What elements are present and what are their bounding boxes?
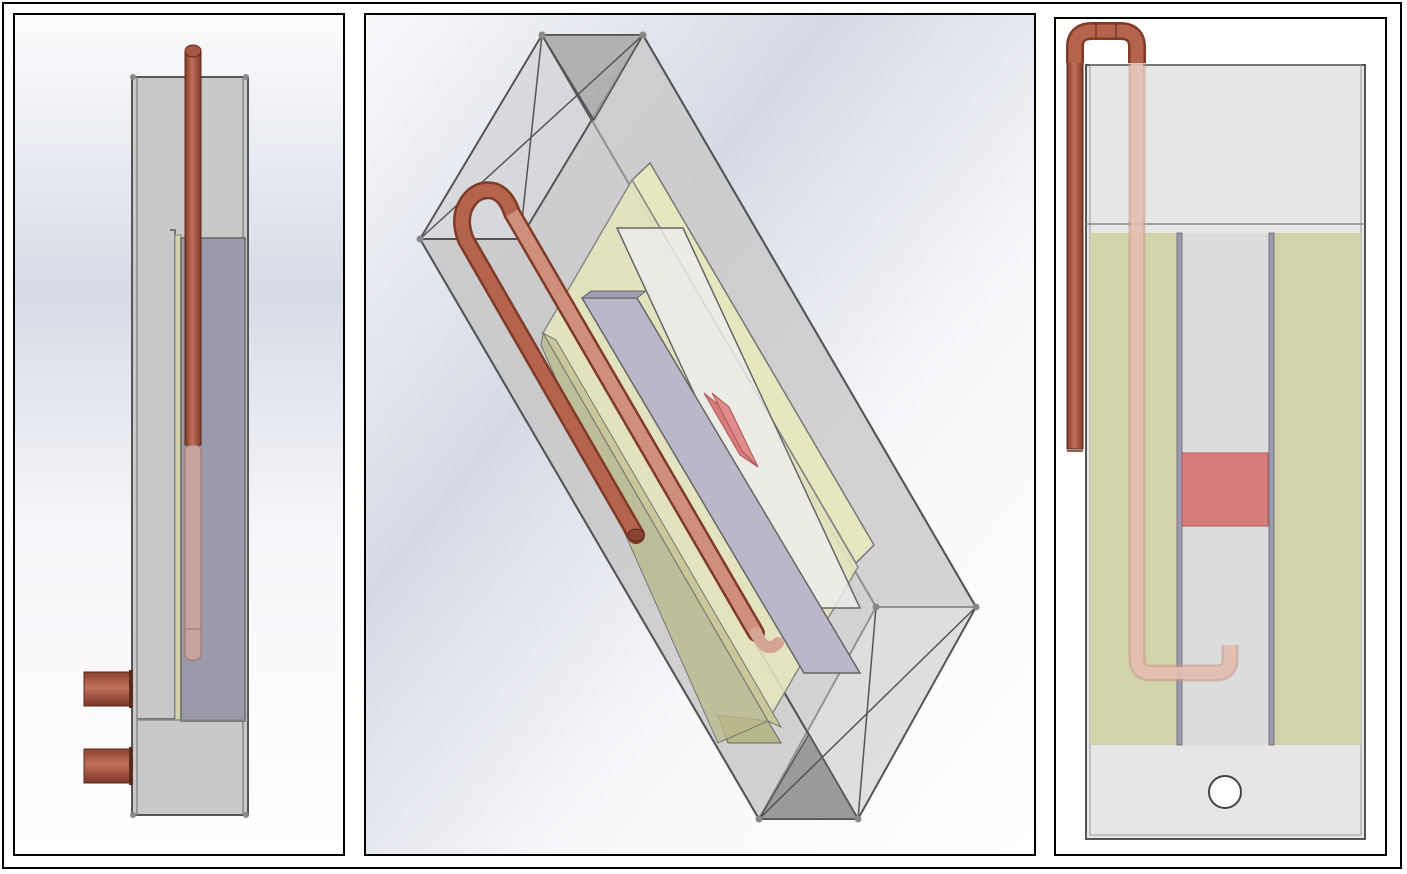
- iso-corner-dot: [854, 815, 862, 823]
- iso-copper-pipe-return: [750, 627, 784, 654]
- side-view-panel: [13, 13, 345, 856]
- iso-corner-dot: [872, 603, 880, 611]
- iso-tank-end-cap-bottom: [757, 732, 860, 820]
- side-copper-pipe-cap: [184, 44, 202, 58]
- front-view-drawing: [1056, 19, 1385, 854]
- side-copper-pipe: [184, 50, 202, 446]
- side-copper-pipe-faded: [184, 444, 202, 661]
- iso-copper-pipe-faded: [506, 209, 762, 637]
- isometric-view-drawing: [366, 15, 1034, 854]
- front-copper-pipe-outer: [1066, 48, 1084, 450]
- iso-red-block-face: [711, 392, 759, 468]
- side-corner-dot: [243, 812, 249, 818]
- iso-corner-dot: [639, 31, 647, 39]
- iso-corner-dot: [416, 235, 424, 243]
- side-view-drawing: [15, 15, 343, 854]
- front-separator-right: [1268, 232, 1275, 746]
- side-outlet-port-upper: [83, 671, 133, 707]
- iso-corner-dot: [538, 31, 546, 39]
- side-corner-dot: [130, 74, 136, 80]
- iso-tank-end-cap-top: [540, 34, 645, 122]
- front-copper-u-bend: [1068, 24, 1144, 63]
- side-outlet-flange-lower: [129, 747, 133, 785]
- front-copper-pipe-inner: [1131, 63, 1236, 679]
- iso-blue-plate-top-edge: [580, 290, 648, 299]
- iso-green-plate: [540, 331, 769, 744]
- side-outlet-flange-upper: [129, 670, 133, 708]
- front-red-block: [1181, 452, 1269, 527]
- front-yellow-plate-right: [1274, 233, 1361, 745]
- iso-tank-edge: [857, 606, 877, 820]
- side-yellow-plate: [174, 234, 182, 721]
- iso-corner-dot: [972, 603, 980, 611]
- iso-corner-dot: [755, 815, 763, 823]
- iso-copper-pipe-end: [627, 528, 645, 542]
- side-corner-dot: [130, 812, 136, 818]
- side-outlet-port-lower: [83, 748, 133, 784]
- isometric-view-panel: [364, 13, 1036, 856]
- front-view-panel: [1054, 17, 1387, 856]
- front-drain-hole: [1208, 775, 1242, 809]
- side-corner-dot: [243, 74, 249, 80]
- iso-copper-pipe: [455, 183, 763, 640]
